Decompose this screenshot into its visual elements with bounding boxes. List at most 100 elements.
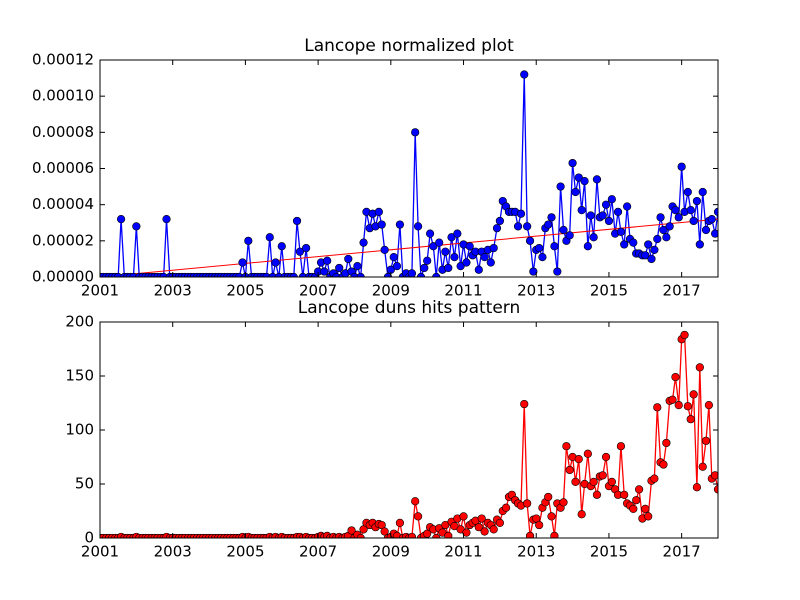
marker [556,182,565,191]
marker [383,272,393,277]
marker [289,272,298,277]
marker [559,225,568,235]
marker [516,209,526,218]
marker [235,272,244,277]
marker [356,533,365,538]
marker [683,187,692,197]
x-tick-label: 2005 [226,282,264,300]
marker [629,238,638,247]
y-tick-label: 0.00012 [32,51,94,69]
marker [629,504,638,513]
x-tick-label: 2009 [372,282,410,300]
marker [586,211,595,220]
marker [713,207,718,216]
marker [577,205,586,215]
marker [701,436,711,445]
marker [423,256,432,265]
x-tick-label: 2007 [299,282,337,300]
marker [420,263,429,273]
x-tick-label: 2007 [299,543,337,561]
marker [635,485,644,494]
y-tick-label: 0.00002 [32,231,94,249]
marker [480,527,489,536]
marker [344,254,353,264]
marker [465,242,474,251]
marker [474,265,483,274]
marker [592,490,602,499]
marker [444,263,453,273]
marker [389,253,398,262]
plot-area [100,330,718,538]
marker [538,253,547,262]
marker [277,242,286,251]
marker [525,236,535,245]
marker [159,272,168,277]
marker [577,510,586,519]
marker [710,471,718,480]
marker [589,477,598,486]
marker [411,128,420,137]
marker [616,227,626,236]
marker [571,477,580,486]
marker [441,247,450,256]
marker [574,455,583,464]
marker [347,526,356,535]
marker [698,187,707,197]
marker [116,215,126,224]
y-tick-label: 0.00000 [32,268,94,286]
marker [653,403,662,412]
marker [583,242,592,251]
marker [659,460,668,469]
marker [547,512,556,521]
y-tick-label: 0.00010 [32,87,94,105]
marker [544,492,553,502]
marker [450,253,459,262]
marker [486,258,495,267]
y-tick-label: 50 [75,475,94,493]
marker [674,401,683,410]
marker [692,196,702,206]
marker [529,267,538,276]
marker [553,267,562,276]
marker [462,258,471,267]
marker [262,272,271,277]
marker [492,224,502,233]
marker [695,240,704,249]
marker [665,222,674,231]
marker [295,247,305,256]
marker [474,523,483,532]
marker [550,242,559,251]
marker [565,231,574,240]
marker [686,205,695,215]
x-tick-label: 2001 [81,282,119,300]
marker [671,372,680,382]
marker [641,504,650,513]
marker [544,220,553,229]
chart-title: Lancope duns hits pattern [298,298,521,318]
marker [456,262,465,271]
marker [453,229,462,238]
marker [374,207,383,216]
marker [689,216,698,226]
marker [535,520,544,530]
marker [359,238,368,247]
marker [377,220,386,229]
marker [356,272,365,277]
marker [580,177,589,186]
marker [447,233,456,242]
marker [525,531,535,538]
marker [613,207,623,216]
marker [244,236,253,245]
marker [632,496,641,505]
y-tick-label: 0.00008 [32,123,94,141]
x-tick-label: 2009 [372,543,410,561]
marker [583,449,592,458]
marker [701,225,711,235]
marker [607,195,616,204]
marker [623,202,632,211]
marker [332,272,341,277]
marker [520,70,529,79]
marker [413,222,423,231]
marker [589,233,598,242]
marker [459,512,468,521]
